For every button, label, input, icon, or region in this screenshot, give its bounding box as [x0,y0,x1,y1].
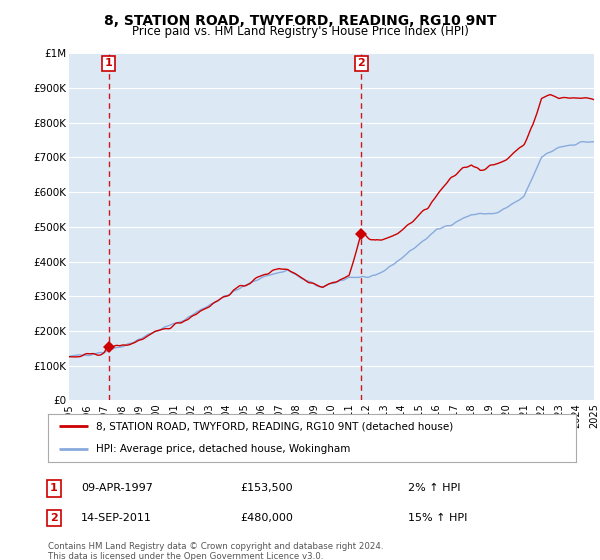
Text: 15% ↑ HPI: 15% ↑ HPI [408,513,467,523]
Text: 09-APR-1997: 09-APR-1997 [81,483,153,493]
Text: £153,500: £153,500 [240,483,293,493]
Text: 8, STATION ROAD, TWYFORD, READING, RG10 9NT (detached house): 8, STATION ROAD, TWYFORD, READING, RG10 … [95,421,453,431]
Text: Contains HM Land Registry data © Crown copyright and database right 2024.
This d: Contains HM Land Registry data © Crown c… [48,542,383,560]
Text: 1: 1 [105,58,113,68]
Text: 1: 1 [50,483,58,493]
Text: 2: 2 [358,58,365,68]
Text: 8, STATION ROAD, TWYFORD, READING, RG10 9NT: 8, STATION ROAD, TWYFORD, READING, RG10 … [104,14,496,28]
Text: 2: 2 [50,513,58,523]
Text: 14-SEP-2011: 14-SEP-2011 [81,513,152,523]
Text: HPI: Average price, detached house, Wokingham: HPI: Average price, detached house, Woki… [95,444,350,454]
Text: Price paid vs. HM Land Registry's House Price Index (HPI): Price paid vs. HM Land Registry's House … [131,25,469,38]
Text: £480,000: £480,000 [240,513,293,523]
Text: 2% ↑ HPI: 2% ↑ HPI [408,483,461,493]
